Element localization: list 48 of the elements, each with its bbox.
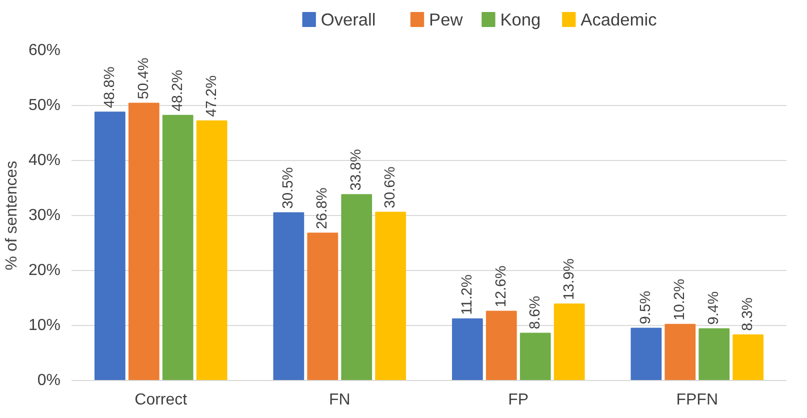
data-label: 10.2% xyxy=(672,278,688,320)
bar xyxy=(128,102,160,380)
data-label: 30.5% xyxy=(280,167,297,209)
data-label: 30.6% xyxy=(382,166,399,208)
data-label: 13.9% xyxy=(561,258,578,300)
legend-label: Academic xyxy=(580,10,658,30)
bar xyxy=(162,114,194,380)
bar xyxy=(732,334,764,380)
x-tick-label: FPFN xyxy=(676,392,718,408)
x-tick-label: Correct xyxy=(134,392,188,408)
bar xyxy=(630,328,662,380)
data-label: 9.4% xyxy=(706,291,722,325)
data-label: 48.2% xyxy=(170,70,186,112)
y-tick-label: 30% xyxy=(28,207,61,224)
data-label: 33.8% xyxy=(348,149,365,191)
bar xyxy=(486,310,517,380)
bar xyxy=(698,328,730,380)
y-tick-label: 20% xyxy=(28,262,61,279)
y-tick-label: 50% xyxy=(28,97,61,114)
y-tick-label: 0% xyxy=(37,372,60,389)
legend-label: Pew xyxy=(429,10,464,30)
data-label: 26.8% xyxy=(314,188,331,230)
data-label: 47.2% xyxy=(204,75,220,117)
y-tick-label: 10% xyxy=(28,317,61,334)
bar xyxy=(554,304,585,380)
data-label: 9.5% xyxy=(638,290,654,324)
bar xyxy=(196,120,228,380)
bar xyxy=(341,194,372,380)
bar xyxy=(520,332,551,380)
data-label: 11.2% xyxy=(459,274,476,315)
data-label: 50.4% xyxy=(136,58,152,100)
y-tick-label: 60% xyxy=(28,42,61,59)
bar xyxy=(307,232,338,380)
y-tick-label: 40% xyxy=(28,152,61,169)
data-label: 8.6% xyxy=(527,296,544,330)
legend-label: Kong xyxy=(500,10,541,30)
bar xyxy=(452,318,483,380)
bar xyxy=(664,324,696,380)
legend-label: Overall xyxy=(320,10,376,30)
x-tick-label: FP xyxy=(508,392,529,408)
data-label: 8.3% xyxy=(740,297,756,331)
bar xyxy=(94,112,126,380)
bar xyxy=(273,212,304,380)
data-label: 12.6% xyxy=(493,266,510,308)
bar xyxy=(375,212,406,380)
x-tick-label: FN xyxy=(328,392,350,408)
data-label: 48.8% xyxy=(102,66,118,108)
y-axis-title: % of sentences xyxy=(3,160,20,270)
